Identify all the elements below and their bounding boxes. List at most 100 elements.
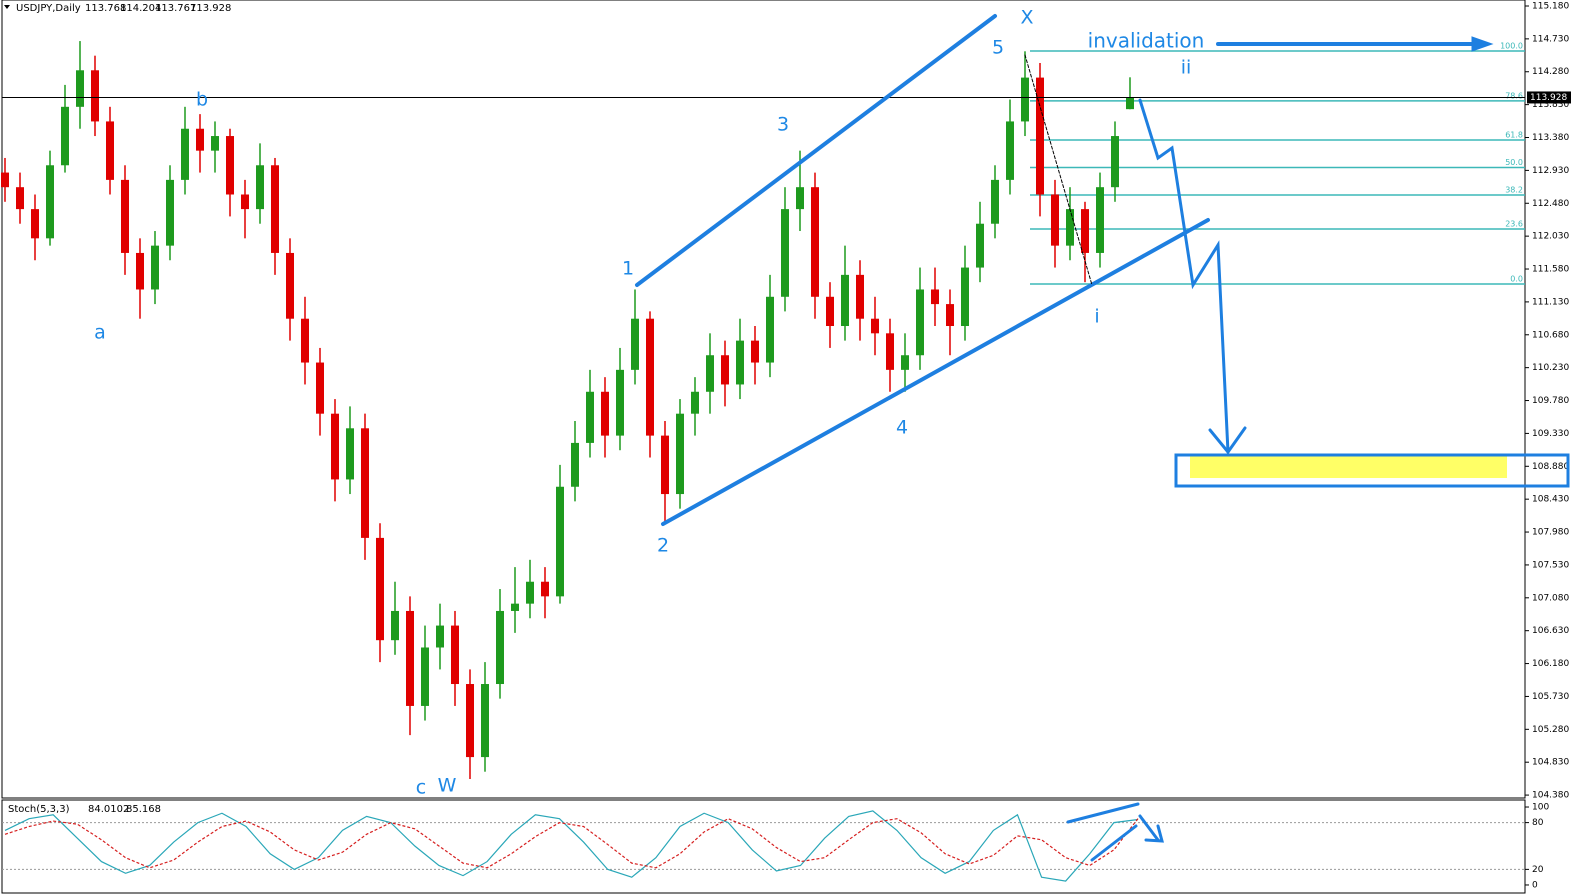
candle-body (316, 362, 324, 414)
wave-label: 5 (992, 37, 1004, 59)
fib-label: 78.6 (1505, 91, 1523, 100)
y-tick-label: 112.030 (1532, 232, 1569, 242)
upper-trendline (635, 14, 997, 287)
wave-label: 2 (657, 535, 669, 557)
wave-label: i (1094, 306, 1099, 328)
y-tick-label: 112.930 (1532, 166, 1569, 176)
candle-body (811, 187, 819, 297)
fib-label: 0.0 (1510, 274, 1523, 283)
candle-body (661, 435, 669, 495)
candle-body (526, 581, 534, 604)
y-tick-label: 105.280 (1532, 725, 1569, 735)
candle-body (751, 340, 759, 363)
candle-body (1066, 209, 1074, 246)
stoch-arrow-head (1144, 824, 1164, 843)
candle-body (931, 289, 939, 305)
candle-body (211, 136, 219, 151)
y-tick-label: 104.830 (1532, 758, 1569, 768)
y-tick-label: 111.130 (1532, 297, 1569, 307)
last-low: 113.767 (155, 3, 196, 14)
projection-head (1208, 426, 1247, 455)
candle-body (961, 267, 969, 327)
y-tick-label: 107.530 (1532, 560, 1569, 570)
fib-label: 38.2 (1505, 185, 1523, 194)
candle-body (226, 136, 234, 195)
current-price-box (1527, 91, 1571, 104)
candle-body (1036, 77, 1044, 195)
stoch-main (4, 810, 1139, 882)
y-tick-label: 106.630 (1532, 626, 1569, 636)
candle-body (1111, 136, 1119, 188)
candle-body (31, 209, 39, 239)
y-tick-label: 112.480 (1532, 199, 1569, 209)
y-tick-label: 114.280 (1532, 67, 1569, 77)
candle-body (1126, 97, 1134, 110)
candle-body (1006, 121, 1014, 180)
candle-body (1021, 77, 1029, 122)
stoch-signal (4, 818, 1139, 869)
candle-body (556, 486, 564, 597)
fib-anchor (1024, 54, 1093, 286)
y-tick-label: 106.180 (1532, 659, 1569, 669)
candle-body (346, 428, 354, 480)
stoch-name: Stoch(5,3,3) (8, 804, 70, 815)
target-fill (1190, 456, 1507, 478)
candle-body (331, 413, 339, 480)
candle-body (76, 70, 84, 107)
y-tick-label: 105.730 (1532, 692, 1569, 702)
target-box (1174, 453, 1570, 488)
candle-body (796, 187, 804, 210)
candle-body (91, 70, 99, 122)
candle-body (691, 391, 699, 414)
wave-label: ii (1181, 57, 1192, 79)
y-tick-label: 108.880 (1532, 462, 1569, 472)
fib-label: 50.0 (1505, 158, 1523, 167)
candle-body (916, 289, 924, 356)
symbol: USDJPY,Daily (16, 3, 81, 14)
candle-body (301, 318, 309, 363)
current-price-label: 113.928 (1530, 93, 1567, 103)
drawings (635, 14, 1570, 862)
last-open: 113.768 (85, 3, 126, 14)
stoch-arrow (1138, 814, 1160, 842)
candle-body (541, 581, 549, 597)
candle-body (871, 318, 879, 334)
stoch-main-last: 84.0102 (88, 804, 129, 815)
candle-body (406, 610, 414, 706)
invalidation-head (1471, 36, 1494, 52)
candle-body (151, 245, 159, 290)
y-tick-label: 20 (1532, 865, 1544, 875)
candle-body (286, 252, 294, 319)
candle-body (511, 603, 519, 611)
y-tick-label: 107.080 (1532, 593, 1569, 603)
y-tick-label: 110.230 (1532, 363, 1569, 373)
candle-body (376, 537, 384, 641)
candle-body (421, 647, 429, 706)
candle-body (646, 318, 654, 436)
candle-body (991, 179, 999, 224)
candle-body (571, 442, 579, 487)
candle-body (676, 413, 684, 495)
candle-body (706, 355, 714, 392)
candle-body (856, 274, 864, 319)
candle-body (1081, 209, 1089, 253)
candle-body (1051, 194, 1059, 246)
candle-body (106, 121, 114, 180)
header-icon (4, 5, 10, 9)
candle-body (466, 684, 474, 758)
y-tick-label: 111.580 (1532, 265, 1569, 275)
y-tick-label: 104.380 (1532, 791, 1569, 801)
stoch-divergence-top (1066, 802, 1140, 824)
candle-body (136, 252, 144, 290)
candle-body (451, 625, 459, 685)
stoch-divergence-bottom (1090, 824, 1138, 862)
fib-label: 100.0 (1500, 41, 1523, 50)
header: USDJPY,Daily 113.768 114.204 113.767 113… (16, 3, 231, 14)
wave-label: X (1020, 7, 1033, 29)
candle-body (46, 165, 54, 239)
y-tick-label: 100 (1532, 803, 1549, 813)
candle-body (946, 304, 954, 327)
